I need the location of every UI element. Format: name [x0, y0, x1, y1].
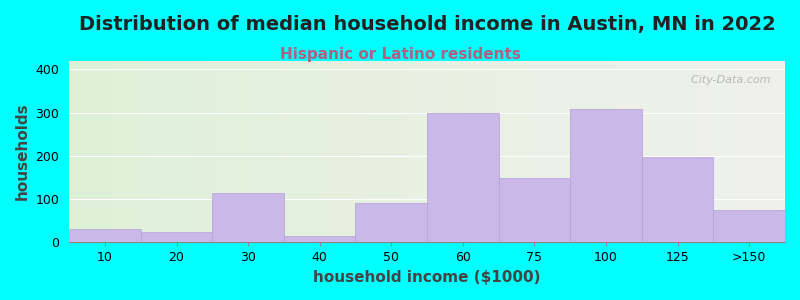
Bar: [69, 230, 141, 242]
Bar: [570, 109, 642, 242]
Bar: [212, 193, 284, 242]
Bar: [498, 178, 570, 242]
Text: City-Data.com: City-Data.com: [684, 75, 770, 85]
X-axis label: household income ($1000): household income ($1000): [314, 270, 541, 285]
Y-axis label: households: households: [15, 103, 30, 200]
Bar: [714, 210, 785, 242]
Bar: [642, 157, 714, 242]
Bar: [284, 236, 355, 242]
Title: Distribution of median household income in Austin, MN in 2022: Distribution of median household income …: [78, 15, 775, 34]
Text: Hispanic or Latino residents: Hispanic or Latino residents: [279, 46, 521, 62]
Bar: [355, 203, 427, 242]
Bar: [427, 112, 498, 242]
Bar: [141, 232, 212, 242]
